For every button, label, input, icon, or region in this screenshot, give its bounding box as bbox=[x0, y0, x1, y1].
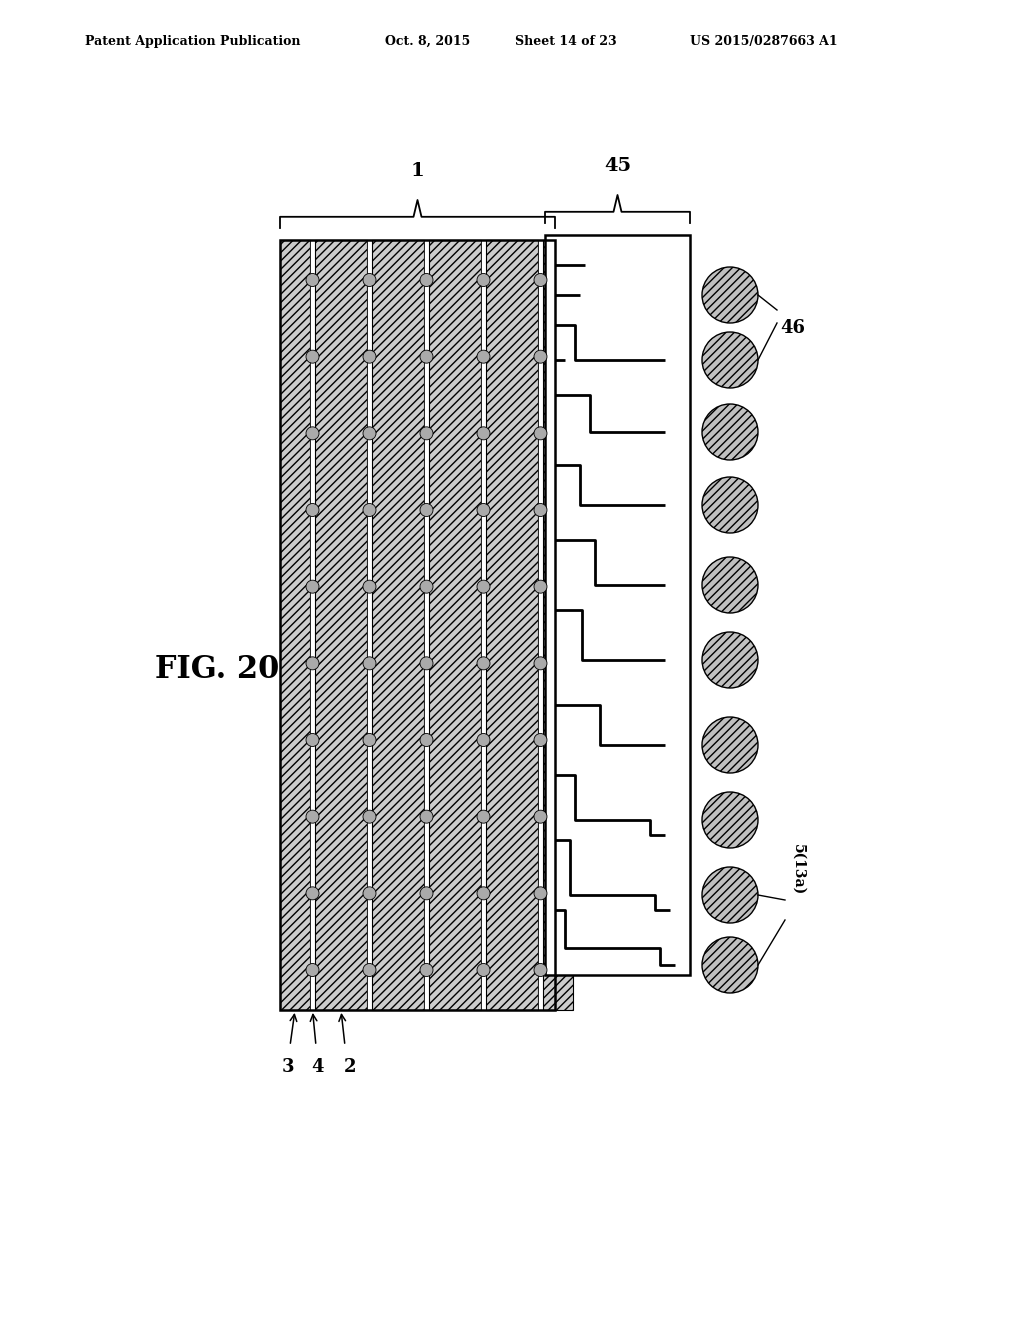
Circle shape bbox=[362, 964, 376, 977]
Text: 45: 45 bbox=[604, 157, 631, 176]
Circle shape bbox=[306, 810, 319, 824]
Circle shape bbox=[477, 887, 490, 900]
Circle shape bbox=[362, 657, 376, 669]
Bar bbox=[280, 240, 310, 1010]
Circle shape bbox=[477, 273, 490, 286]
Bar bbox=[315, 240, 367, 1010]
Circle shape bbox=[420, 887, 433, 900]
Circle shape bbox=[702, 404, 758, 459]
Text: 3: 3 bbox=[282, 1059, 294, 1076]
Circle shape bbox=[702, 477, 758, 533]
Circle shape bbox=[420, 657, 433, 669]
Bar bbox=[481, 240, 486, 1010]
Circle shape bbox=[702, 267, 758, 323]
Bar bbox=[367, 240, 372, 1010]
Circle shape bbox=[362, 350, 376, 363]
Circle shape bbox=[477, 503, 490, 516]
Circle shape bbox=[534, 964, 547, 977]
Circle shape bbox=[477, 810, 490, 824]
Circle shape bbox=[534, 810, 547, 824]
Circle shape bbox=[534, 273, 547, 286]
Circle shape bbox=[306, 657, 319, 669]
Text: FIG. 20: FIG. 20 bbox=[155, 655, 280, 685]
Circle shape bbox=[362, 581, 376, 593]
Circle shape bbox=[477, 581, 490, 593]
Text: Oct. 8, 2015: Oct. 8, 2015 bbox=[385, 36, 470, 48]
Circle shape bbox=[477, 734, 490, 747]
Text: 46: 46 bbox=[780, 319, 805, 337]
Bar bbox=[545, 235, 690, 975]
Bar bbox=[543, 240, 573, 1010]
Circle shape bbox=[702, 333, 758, 388]
Circle shape bbox=[534, 503, 547, 516]
Circle shape bbox=[477, 350, 490, 363]
Circle shape bbox=[702, 632, 758, 688]
Circle shape bbox=[534, 887, 547, 900]
Text: 4: 4 bbox=[311, 1059, 325, 1076]
Bar bbox=[372, 240, 424, 1010]
Circle shape bbox=[362, 887, 376, 900]
Circle shape bbox=[306, 273, 319, 286]
Circle shape bbox=[362, 273, 376, 286]
Text: Patent Application Publication: Patent Application Publication bbox=[85, 36, 300, 48]
Bar bbox=[424, 240, 429, 1010]
Circle shape bbox=[477, 426, 490, 440]
Circle shape bbox=[362, 810, 376, 824]
Bar bbox=[486, 240, 538, 1010]
Text: 1: 1 bbox=[411, 162, 424, 180]
Circle shape bbox=[702, 792, 758, 847]
Circle shape bbox=[420, 964, 433, 977]
Circle shape bbox=[477, 657, 490, 669]
Circle shape bbox=[702, 867, 758, 923]
Text: 2: 2 bbox=[344, 1059, 356, 1076]
Circle shape bbox=[534, 350, 547, 363]
Circle shape bbox=[534, 426, 547, 440]
Circle shape bbox=[306, 350, 319, 363]
Text: US 2015/0287663 A1: US 2015/0287663 A1 bbox=[690, 36, 838, 48]
Circle shape bbox=[702, 557, 758, 612]
Circle shape bbox=[420, 581, 433, 593]
Circle shape bbox=[306, 503, 319, 516]
Bar bbox=[429, 240, 481, 1010]
Bar bbox=[310, 240, 315, 1010]
Circle shape bbox=[702, 937, 758, 993]
Circle shape bbox=[420, 810, 433, 824]
Circle shape bbox=[420, 273, 433, 286]
Circle shape bbox=[420, 426, 433, 440]
Bar bbox=[280, 240, 555, 1010]
Bar bbox=[538, 240, 543, 1010]
Text: 5(13a): 5(13a) bbox=[791, 845, 805, 896]
Circle shape bbox=[362, 734, 376, 747]
Circle shape bbox=[534, 657, 547, 669]
Circle shape bbox=[702, 717, 758, 774]
Circle shape bbox=[534, 581, 547, 593]
Circle shape bbox=[306, 426, 319, 440]
Circle shape bbox=[306, 964, 319, 977]
Circle shape bbox=[306, 581, 319, 593]
Circle shape bbox=[306, 887, 319, 900]
Circle shape bbox=[362, 426, 376, 440]
Circle shape bbox=[362, 503, 376, 516]
Text: Sheet 14 of 23: Sheet 14 of 23 bbox=[515, 36, 616, 48]
Circle shape bbox=[477, 964, 490, 977]
Circle shape bbox=[420, 350, 433, 363]
Circle shape bbox=[534, 734, 547, 747]
Circle shape bbox=[420, 503, 433, 516]
Circle shape bbox=[306, 734, 319, 747]
Circle shape bbox=[420, 734, 433, 747]
